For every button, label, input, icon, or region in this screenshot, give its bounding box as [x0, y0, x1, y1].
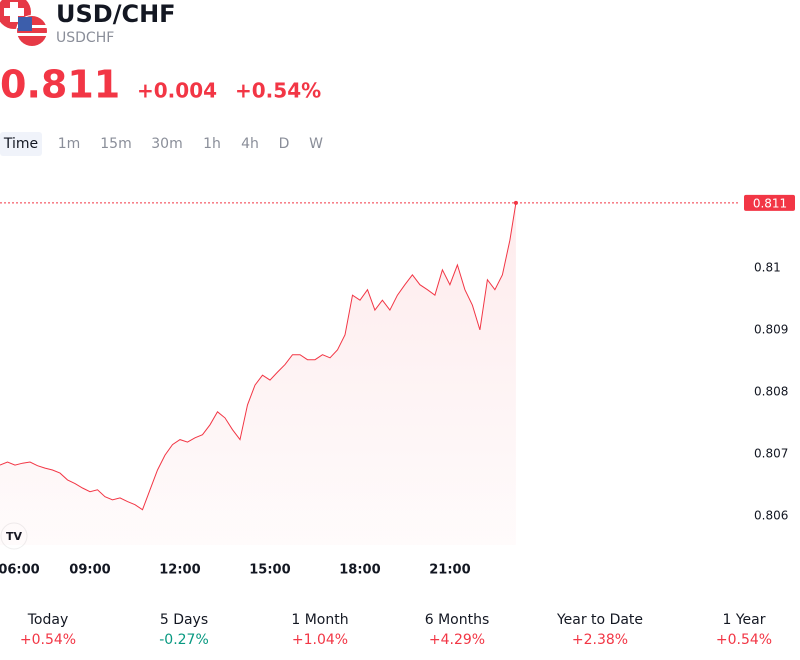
change: +0.004: [137, 79, 217, 103]
timeframe-tab[interactable]: Time: [3, 136, 38, 152]
period-change: -0.27%: [159, 632, 209, 648]
symbol: USDCHF: [56, 30, 114, 46]
x-tick-label: 18:00: [339, 563, 380, 578]
period-label[interactable]: Today: [27, 612, 69, 628]
y-tick-label: 0.81: [754, 260, 781, 274]
title: USD/CHF: [56, 0, 176, 28]
period-label[interactable]: 1 Month: [291, 612, 348, 628]
period-label[interactable]: 1 Year: [723, 612, 766, 628]
y-tick-label: 0.807: [754, 446, 788, 460]
timeframe-tab[interactable]: 30m: [151, 136, 182, 152]
period-change: +4.29%: [429, 632, 485, 648]
tab-selected-bg: [0, 132, 42, 156]
timeframe-tab[interactable]: 4h: [241, 136, 259, 152]
timeframe-tab[interactable]: 15m: [100, 136, 131, 152]
period-label[interactable]: Year to Date: [556, 612, 643, 628]
y-tick-label: 0.806: [754, 508, 788, 522]
x-tick-label: 12:00: [159, 563, 200, 578]
timeframe-tab[interactable]: 1h: [203, 136, 221, 152]
logo: [0, 0, 48, 47]
last-price-tag: [744, 194, 795, 211]
timeframe-tab[interactable]: 1m: [58, 136, 81, 152]
period-label[interactable]: 5 Days: [160, 612, 208, 628]
x-tick-label: 06:00: [0, 563, 40, 578]
period-change: +0.54%: [20, 632, 76, 648]
price-line: [0, 202, 517, 511]
last-point: [513, 200, 518, 205]
y-tick-label: 0.808: [754, 384, 788, 398]
price: 0.811: [0, 63, 120, 107]
period-change: +2.38%: [572, 632, 628, 648]
x-tick-label: 21:00: [429, 563, 470, 578]
timeframe-tab[interactable]: D: [279, 136, 290, 152]
period-change: +1.04%: [292, 632, 348, 648]
x-tick-label: 09:00: [69, 563, 110, 578]
x-tick-label: 15:00: [249, 563, 290, 578]
y-tick-label: 0.809: [754, 322, 788, 336]
last-price-label: 0.811: [753, 196, 787, 210]
period-change: +0.54%: [716, 632, 772, 648]
change-percent: +0.54%: [235, 79, 321, 103]
timeframe-tab[interactable]: W: [309, 136, 323, 152]
area: [0, 202, 516, 545]
period-label[interactable]: 6 Months: [425, 612, 490, 628]
